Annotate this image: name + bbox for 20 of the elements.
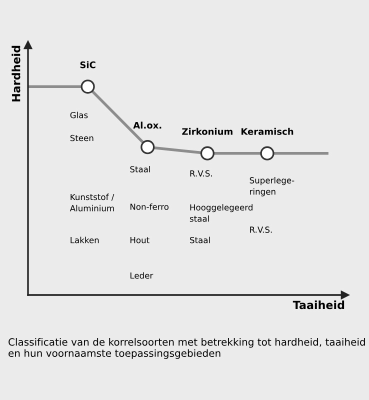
x-axis-title: Taaiheid xyxy=(292,300,344,310)
annotation: Lakken xyxy=(70,236,99,244)
annotation: Hout xyxy=(130,237,150,244)
y-axis-title: Hardheid xyxy=(12,46,20,102)
x-tick-label: Keramisch xyxy=(241,128,294,135)
x-tick-label: Al.ox. xyxy=(133,122,162,129)
annotation: Staal xyxy=(190,236,210,244)
annotation: Leder xyxy=(130,272,154,279)
annotation: Hooggelegeerd staal xyxy=(190,204,252,222)
annotation: Steen xyxy=(70,134,94,142)
text: Classificatie van de korrelsoorten met betrekking tot hardheid, taaiheid en hun voornaamste toepassingsgebieden xyxy=(8,338,365,359)
x-tick-label: Zirkonium xyxy=(182,128,232,135)
annotation: Kunststof / Aluminium xyxy=(70,194,114,212)
annotation: Superlege- ringen xyxy=(250,177,294,196)
x-tick-label: SiC xyxy=(80,61,96,68)
annotation: Glas xyxy=(70,112,88,118)
annotation: R.V.S. xyxy=(250,226,272,233)
annotation: Staal xyxy=(130,166,150,172)
annotation: R.V.S. xyxy=(190,170,212,177)
annotation: Non-ferro xyxy=(130,203,169,210)
